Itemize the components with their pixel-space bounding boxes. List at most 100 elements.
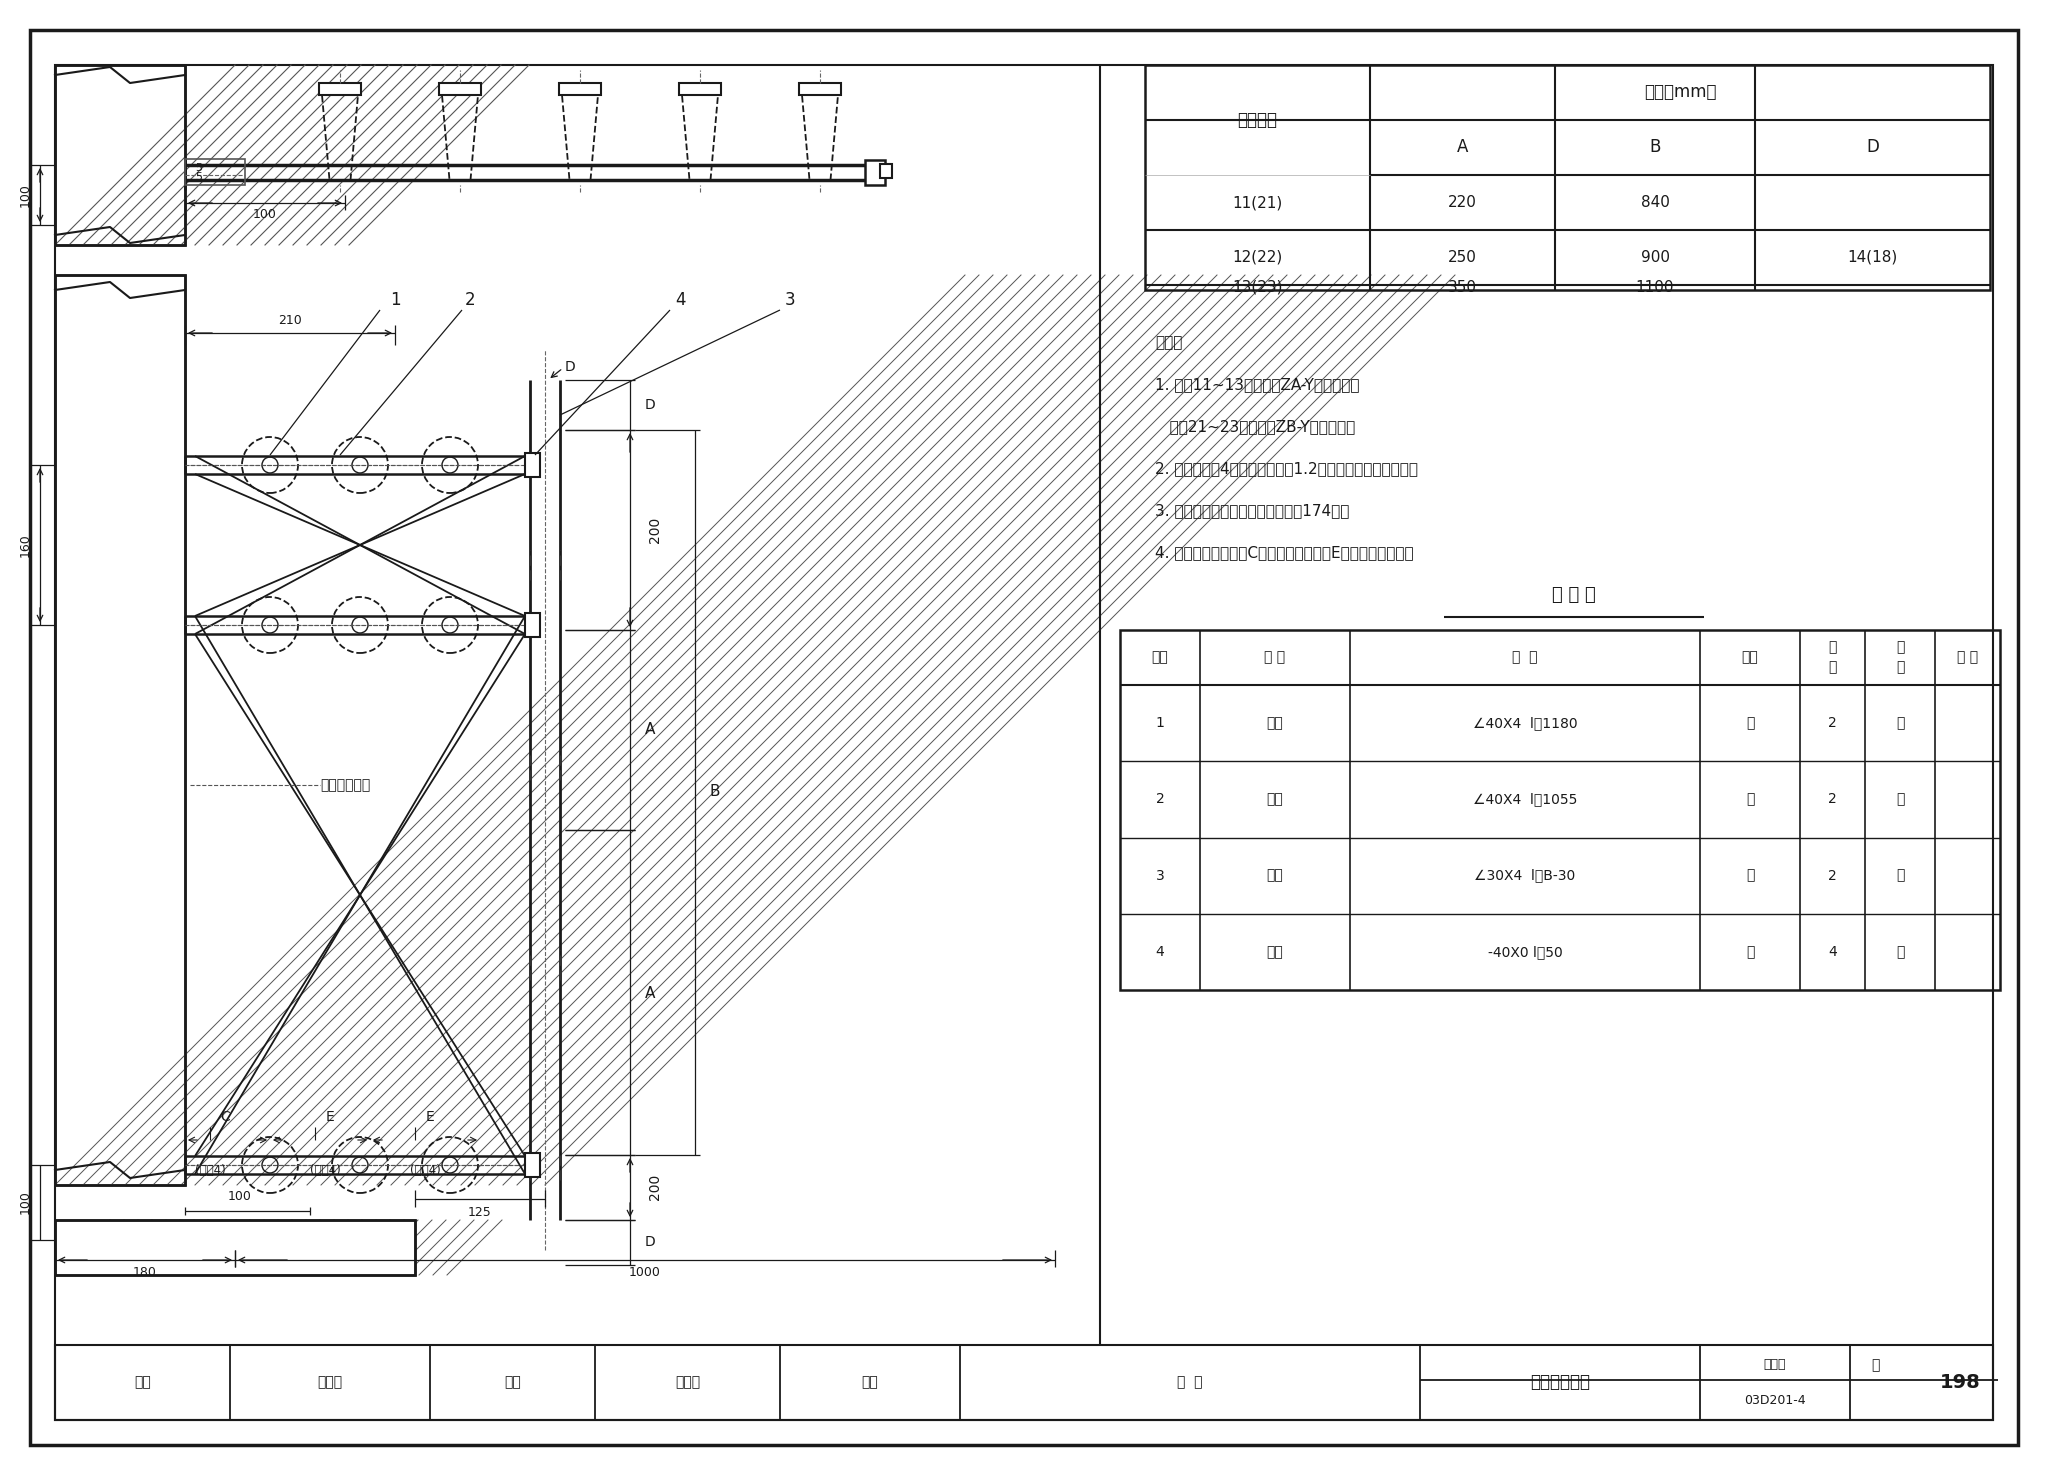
Text: －: － [1896,792,1905,807]
Text: 4: 4 [674,291,686,308]
Text: 1. 型式11~13用于安装ZA-Y型绝缘子。: 1. 型式11~13用于安装ZA-Y型绝缘子。 [1155,378,1360,392]
Text: 2: 2 [1829,717,1837,730]
Bar [55,1220,416,1274]
Text: 3: 3 [784,291,795,308]
Bar [1120,630,2001,990]
Text: 180: 180 [133,1267,158,1279]
Text: 彷令构: 彷令构 [676,1375,700,1389]
Text: 160: 160 [18,532,31,558]
Bar [184,159,246,184]
Text: 198: 198 [1939,1373,1980,1391]
Text: 量: 量 [1829,661,1837,674]
Text: 审核: 审核 [135,1375,152,1389]
Text: 高压母线支架: 高压母线支架 [1530,1373,1589,1391]
Bar [55,65,184,245]
Text: 角钢: 角钢 [1266,792,1284,807]
Bar [864,159,885,184]
Text: 350: 350 [1448,280,1477,295]
Text: 设计: 设计 [862,1375,879,1389]
Text: 页: 页 [1870,1358,1880,1372]
Text: 3: 3 [1155,869,1165,882]
Text: 03D201-4: 03D201-4 [1745,1394,1806,1407]
Text: 14(18): 14(18) [1847,249,1898,266]
Text: 4: 4 [1829,945,1837,959]
Text: 根: 根 [1745,792,1755,807]
Text: 1: 1 [389,291,399,308]
Text: 3. 各型绝缘子在支架上安装见图第174页。: 3. 各型绝缘子在支架上安装见图第174页。 [1155,503,1350,518]
Text: 校对: 校对 [504,1375,522,1389]
Text: B: B [711,785,721,799]
Bar [438,83,481,94]
Bar [319,83,360,94]
Text: 2: 2 [1155,792,1165,807]
Text: D: D [1866,139,1878,156]
Bar [881,164,893,178]
Text: 100: 100 [18,183,31,207]
Bar [799,83,842,94]
Text: 1000: 1000 [629,1267,662,1279]
Text: B: B [1649,139,1661,156]
Text: 4. 母线与墙间的距离C及母线的相间距离E由工程设计决定。: 4. 母线与墙间的距离C及母线的相间距离E由工程设计决定。 [1155,544,1413,560]
Text: (说明4): (说明4) [195,1164,225,1177]
Text: (说明4): (说明4) [309,1164,340,1177]
Text: 100: 100 [227,1190,252,1204]
Text: 单位: 单位 [1741,650,1759,665]
Bar [524,453,541,476]
Text: A: A [1456,139,1468,156]
Text: 规  格: 规 格 [1511,650,1538,665]
Bar [55,1345,1993,1420]
Text: 125: 125 [469,1207,492,1220]
Text: E: E [426,1111,434,1124]
Text: 220: 220 [1448,195,1477,209]
Text: 5: 5 [195,164,203,173]
Text: ∠40X4  l＝1055: ∠40X4 l＝1055 [1473,792,1577,807]
Text: 根: 根 [1745,945,1755,959]
Text: 型式21~23用于安装ZB-Y型绝缘子。: 型式21~23用于安装ZB-Y型绝缘子。 [1155,419,1356,434]
Text: 11(21): 11(21) [1233,195,1282,209]
Text: 王  毅: 王 毅 [1178,1375,1202,1389]
Text: 赵积正: 赵积正 [317,1375,342,1389]
Text: -40X0 l＝50: -40X0 l＝50 [1487,945,1563,959]
Text: 名 称: 名 称 [1264,650,1286,665]
Bar [524,614,541,637]
Text: E: E [326,1111,334,1124]
Text: 页: 页 [1896,640,1905,655]
Text: 1100: 1100 [1636,280,1675,295]
Text: ∠30X4  l＝B-30: ∠30X4 l＝B-30 [1475,869,1575,882]
Text: 5: 5 [195,173,203,181]
Text: 角钢: 角钢 [1266,717,1284,730]
Text: 次: 次 [1896,661,1905,674]
Text: 相母线中心线: 相母线中心线 [319,777,371,792]
Bar [680,83,721,94]
Text: 明 细 表: 明 细 表 [1552,586,1595,603]
Text: 垫块: 垫块 [1266,945,1284,959]
Text: (说明4): (说明4) [410,1164,440,1177]
Text: 2: 2 [1829,792,1837,807]
Text: 4: 4 [1155,945,1165,959]
Text: 1: 1 [1155,717,1165,730]
Text: 根: 根 [1745,717,1755,730]
Text: C: C [219,1111,229,1124]
Text: －: － [1896,717,1905,730]
Text: 200: 200 [647,516,662,543]
Bar [55,65,184,245]
Bar [55,274,184,1184]
Bar [55,1220,416,1274]
Text: 250: 250 [1448,249,1477,266]
Text: 210: 210 [279,314,301,326]
Text: 200: 200 [647,1174,662,1201]
Text: 900: 900 [1640,249,1669,266]
Text: D: D [645,1235,655,1249]
Text: 编号: 编号 [1151,650,1167,665]
Text: A: A [645,723,655,738]
Bar [55,274,184,1184]
Bar [559,83,600,94]
Text: 说明：: 说明： [1155,335,1182,350]
Text: 2: 2 [1829,869,1837,882]
Text: 2. 垫块（零件4）与角钢（零件1.2）采用沿表面贴角焊接。: 2. 垫块（零件4）与角钢（零件1.2）采用沿表面贴角焊接。 [1155,462,1417,476]
Bar [524,1153,541,1177]
Text: 尺寸（mm）: 尺寸（mm） [1645,84,1716,102]
Text: 840: 840 [1640,195,1669,209]
Text: ∠40X4  l＝1180: ∠40X4 l＝1180 [1473,717,1577,730]
Text: －: － [1896,869,1905,882]
